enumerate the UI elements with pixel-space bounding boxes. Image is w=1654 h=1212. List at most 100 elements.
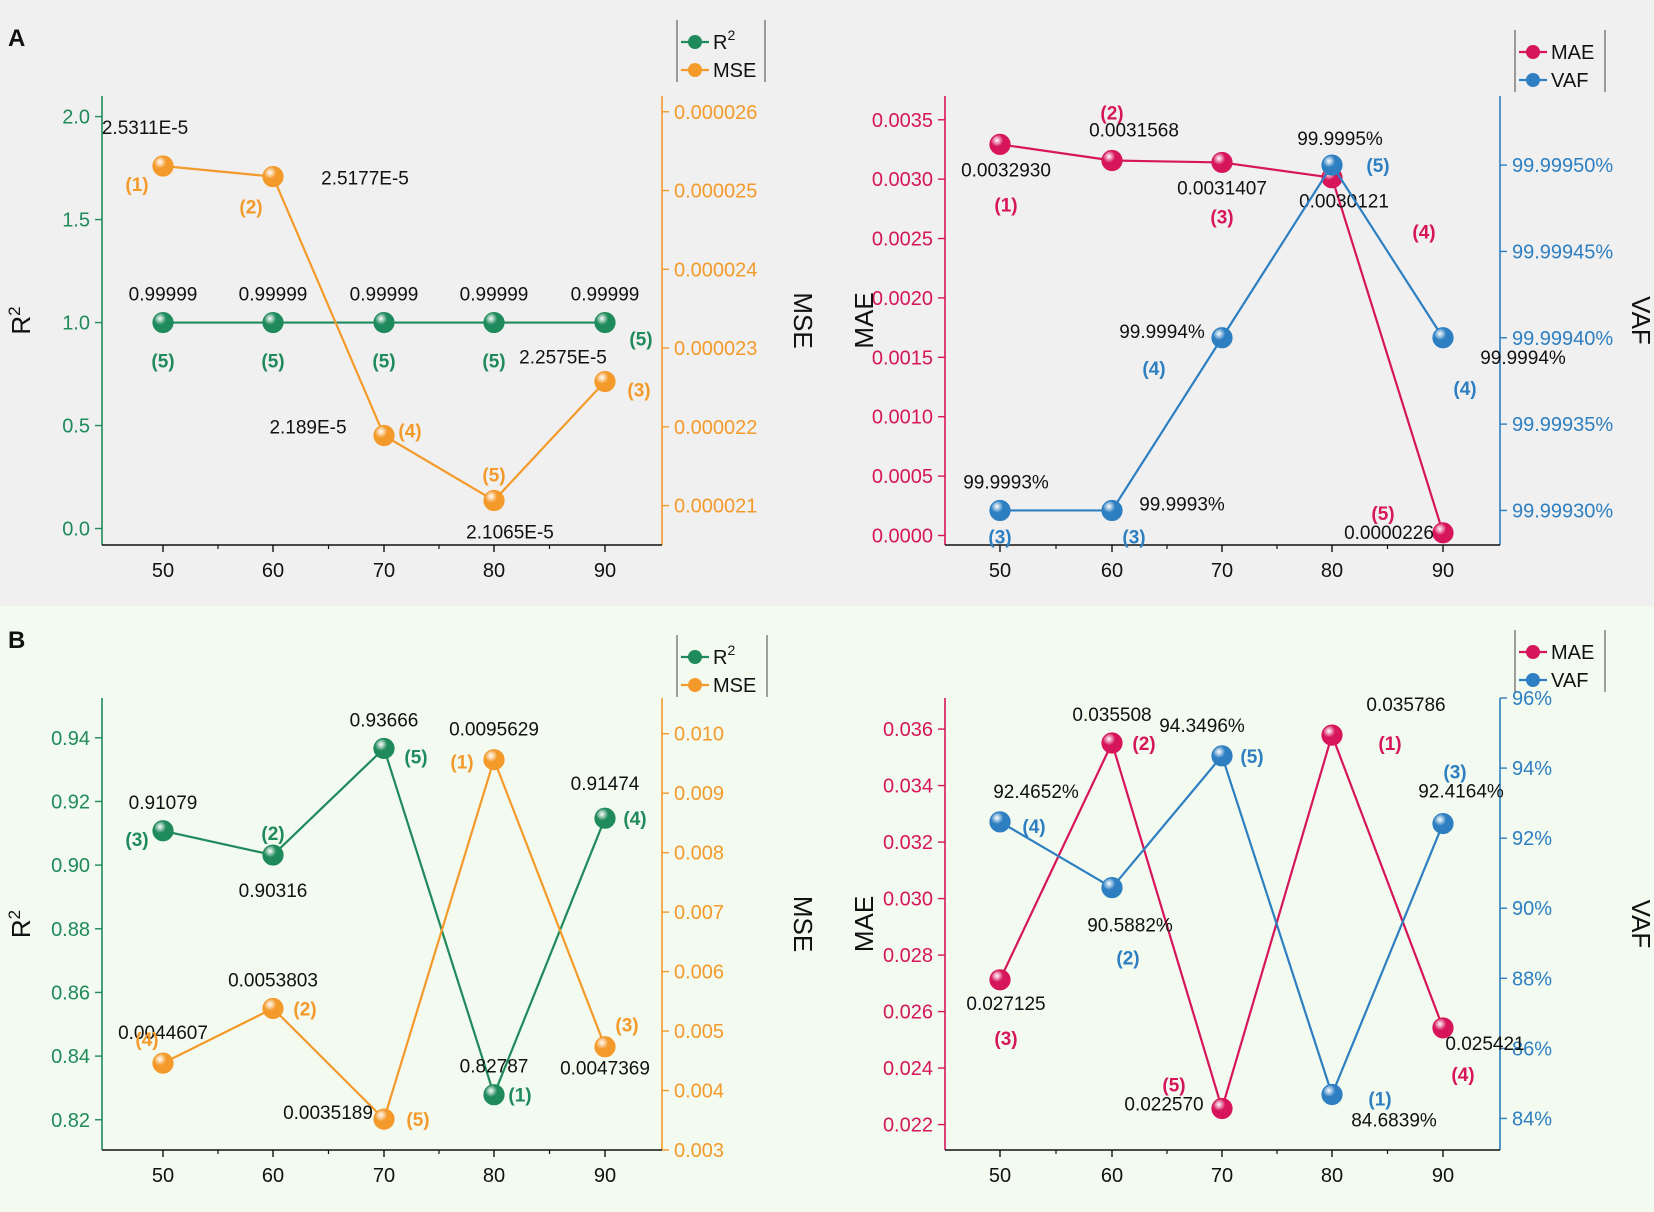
left-tick-label: 1.5 <box>62 210 90 232</box>
data-label-mse: 0.0047369 <box>560 1059 650 1080</box>
data-point-mae <box>1432 1017 1454 1039</box>
right-tick-label: 0.009 <box>674 783 724 805</box>
data-point-r2 <box>483 1084 505 1106</box>
rank-label-mae: (5) <box>1371 504 1394 525</box>
superscript-2: 2 <box>727 642 735 658</box>
chart-b-right: 0.022 0.024 0.026 0.028 0.030 0.032 0.034 0.036… <box>849 630 1654 1187</box>
data-point-mae <box>1101 732 1123 754</box>
right-tick-label: 0.004 <box>674 1081 724 1103</box>
chart-b-left: 0.82 0.84 0.86 0.88 0.90 0.92 0.94 0.003 0.004 0.… <box>5 635 818 1187</box>
x-tick-label: 90 <box>1432 1165 1454 1187</box>
x-tick-label: 60 <box>262 560 284 582</box>
data-point-vaf <box>989 811 1011 833</box>
right-tick-label: 0.000024 <box>674 259 757 281</box>
right-tick-label: 0.010 <box>674 724 724 746</box>
x-tick-label: 70 <box>373 1165 395 1187</box>
data-label-vaf: 99.9994% <box>1119 322 1205 343</box>
legend-swatch-marker <box>688 35 702 49</box>
data-point-mse <box>262 997 284 1020</box>
legend-swatch-marker <box>688 650 702 664</box>
data-label-mae: 0.0000226 <box>1344 523 1434 544</box>
rank-label-r2: (5) <box>151 352 174 373</box>
x-tick-label: 60 <box>262 1165 284 1187</box>
left-axis-title: MAE <box>849 896 879 952</box>
right-tick-label: 94% <box>1512 758 1552 780</box>
left-tick-label: 0.88 <box>51 919 90 941</box>
data-label-vaf: 84.6839% <box>1351 1111 1437 1132</box>
panel-b-letter: B <box>8 627 25 654</box>
data-label-mse: 2.189E-5 <box>269 418 346 439</box>
data-point-mse <box>483 749 505 771</box>
rank-label-r2: (4) <box>623 809 646 830</box>
rank-label-mae: (2) <box>1100 104 1123 125</box>
left-tick-label: 0.022 <box>883 1115 933 1137</box>
rank-label-r2: (5) <box>629 330 652 351</box>
rank-label-mse: (4) <box>398 422 421 443</box>
legend-entry-vaf: VAF <box>1551 670 1588 692</box>
superscript-2: 2 <box>727 27 735 43</box>
data-point-vaf <box>1321 1083 1343 1106</box>
right-tick-label: 84% <box>1512 1108 1552 1130</box>
rank-label-vaf: (5) <box>1240 747 1263 768</box>
right-axis-title: MSE <box>788 292 818 348</box>
data-label-vaf: 92.4652% <box>993 782 1079 803</box>
data-point-vaf <box>1432 327 1454 349</box>
chart-a-left: 0.0 0.5 1.0 1.5 2.0 0.000021 0.000022 0.000023 0… <box>5 20 818 582</box>
x-tick-label: 70 <box>1211 1165 1233 1187</box>
data-label-r2: 0.91079 <box>129 793 198 814</box>
data-point-mse <box>152 1052 174 1074</box>
data-label-mae: 0.027125 <box>966 994 1045 1015</box>
rank-label-mae: (4) <box>1412 223 1435 244</box>
data-label-r2: 0.82787 <box>460 1057 529 1078</box>
legend-swatch-marker <box>1526 45 1540 59</box>
rank-label-r2: (5) <box>372 352 395 373</box>
data-point-mse <box>594 1036 616 1058</box>
data-point-r2 <box>152 311 174 334</box>
data-point-vaf <box>1101 877 1123 899</box>
rank-label-r2: (5) <box>482 352 505 373</box>
x-tick-label: 60 <box>1101 1165 1123 1187</box>
right-tick-label: 92% <box>1512 828 1552 850</box>
data-point-mae <box>1321 724 1343 746</box>
data-label-mae: 0.0031407 <box>1177 178 1267 199</box>
x-tick-label: 90 <box>1432 560 1454 582</box>
data-point-vaf <box>1211 327 1233 349</box>
x-tick-label: 50 <box>989 1165 1011 1187</box>
rank-label-vaf: (4) <box>1142 359 1165 380</box>
right-tick-label: 86% <box>1512 1038 1552 1060</box>
right-tick-label: 0.003 <box>674 1140 724 1162</box>
data-label-mse: 0.0035189 <box>283 1103 373 1124</box>
left-tick-label: 0.034 <box>883 776 933 798</box>
data-label-mse: 0.0053803 <box>228 970 318 991</box>
left-tick-label: 0.026 <box>883 1002 933 1024</box>
data-label-mae: 0.0031568 <box>1089 121 1179 142</box>
legend-entry-mae: MAE <box>1551 642 1594 664</box>
data-point-r2 <box>262 311 284 334</box>
data-label-vaf: 92.4164% <box>1418 782 1504 803</box>
x-tick-label: 70 <box>1211 560 1233 582</box>
left-tick-label: 0.0010 <box>872 407 933 429</box>
rank-label-mae: (3) <box>1210 207 1233 228</box>
right-tick-label: 0.007 <box>674 902 724 924</box>
data-label-mse: 2.2575E-5 <box>519 348 607 369</box>
rank-label-mae: (1) <box>1378 734 1401 755</box>
legend-swatch-marker <box>688 678 702 692</box>
data-label-r2: 0.99999 <box>350 285 419 306</box>
rank-label-vaf: (4) <box>1022 817 1045 838</box>
left-tick-label: 0.0005 <box>872 466 933 488</box>
rank-label-r2: (1) <box>508 1086 531 1107</box>
right-tick-label: 99.99935% <box>1512 414 1613 436</box>
rank-label-mae: (2) <box>1132 734 1155 755</box>
rank-label-mse: (3) <box>615 1016 638 1037</box>
rank-label-vaf: (2) <box>1116 949 1139 970</box>
legend-entry-vaf: VAF <box>1551 70 1588 92</box>
panel-b-background <box>0 606 1654 1212</box>
legend-swatch-marker <box>688 63 702 77</box>
x-tick-label: 80 <box>483 560 505 582</box>
left-tick-label: 0.0015 <box>872 347 933 369</box>
right-tick-label: 0.006 <box>674 962 724 984</box>
x-tick-label: 60 <box>1101 560 1123 582</box>
left-tick-label: 1.0 <box>62 313 90 335</box>
x-tick-label: 80 <box>1321 1165 1343 1187</box>
